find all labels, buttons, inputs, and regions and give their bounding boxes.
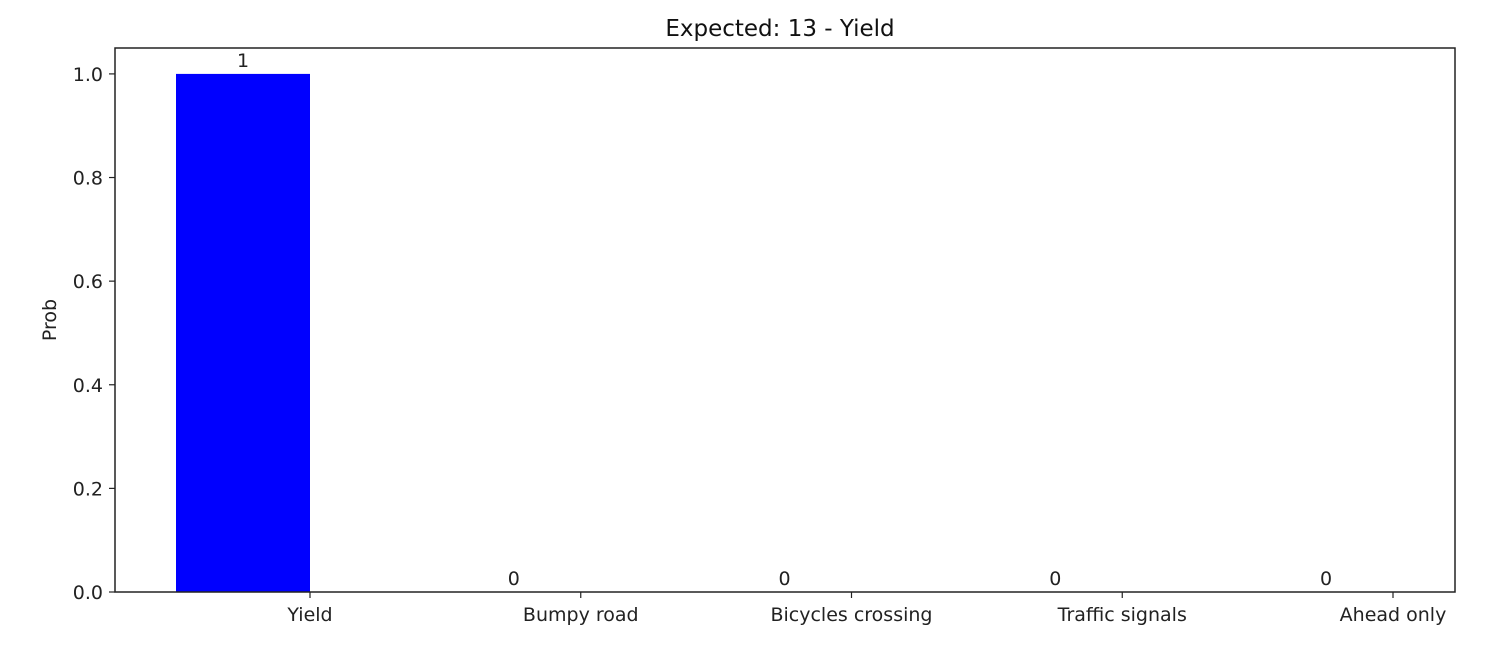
x-tick-label: Yield xyxy=(286,604,332,626)
plot-frame xyxy=(114,47,1456,593)
value-label: 0 xyxy=(778,568,790,590)
bar-0 xyxy=(176,73,310,592)
value-labels-group: 1 0 0 0 0 xyxy=(237,50,1332,590)
y-tick-label: 0.6 xyxy=(73,271,103,293)
x-axis: Yield Bumpy road Bicycles crossing Traffic … xyxy=(286,592,1446,626)
y-tick-label: 1.0 xyxy=(73,64,103,86)
y-axis-label: Prob xyxy=(39,299,61,341)
value-label: 0 xyxy=(1320,568,1332,590)
x-tick-label: Bicycles crossing xyxy=(770,604,932,626)
bars-group xyxy=(176,73,310,592)
x-tick-label: Ahead only xyxy=(1340,604,1447,626)
y-tick-label: 0.2 xyxy=(73,478,103,500)
value-label: 0 xyxy=(1049,568,1061,590)
chart-title: Expected: 13 - Yield xyxy=(665,16,894,42)
y-tick-label: 0.8 xyxy=(73,168,103,190)
y-tick-label: 0.0 xyxy=(73,582,103,604)
y-axis: 0.0 0.2 0.4 0.6 0.8 1.0 xyxy=(73,64,115,604)
x-tick-label: Traffic signals xyxy=(1057,604,1187,626)
x-tick-label: Bumpy road xyxy=(523,604,639,626)
y-tick-label: 0.4 xyxy=(73,375,103,397)
value-label: 1 xyxy=(237,50,249,72)
value-label: 0 xyxy=(508,568,520,590)
